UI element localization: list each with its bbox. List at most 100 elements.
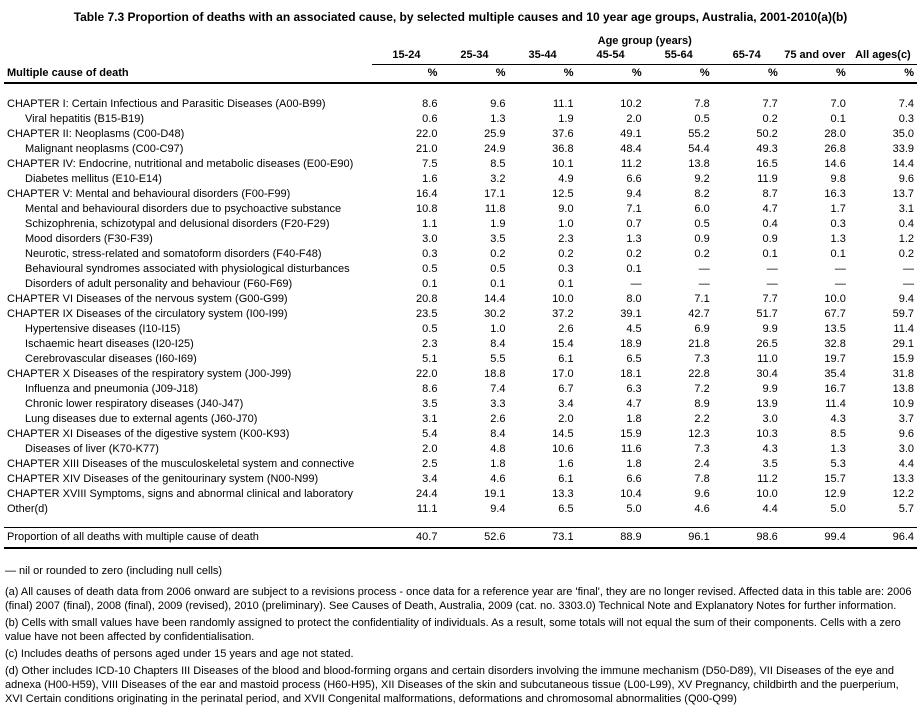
value-cell: — [766, 278, 778, 290]
value-cell: 7.8 [694, 473, 710, 485]
value-cell: 10.4 [620, 488, 642, 500]
value-cell: 0.2 [898, 248, 914, 260]
value-cell: 35.4 [824, 368, 846, 380]
value-cell: 16.7 [824, 383, 846, 395]
value-cell: 29.1 [892, 338, 914, 350]
mortality-table: Age group (years) 15-24 25-34 35-44 45-54 55… [4, 35, 917, 549]
unit-cell: % [848, 64, 917, 84]
value-cell: 9.6 [694, 488, 710, 500]
value-cell: 7.2 [694, 383, 710, 395]
value-cell: 4.3 [762, 443, 778, 455]
total-value-cell: 96.4 [848, 527, 917, 549]
value-cell: 42.7 [688, 308, 710, 320]
value-cell: — [766, 263, 778, 275]
value-cell: 5.0 [626, 503, 642, 515]
value-cell: 2.3 [422, 338, 438, 350]
cause-label: CHAPTER IV: Endocrine, nutritional and m… [7, 158, 354, 170]
cause-label: Mental and behavioural disorders due to … [25, 203, 342, 215]
value-cell: 0.5 [422, 263, 438, 275]
column-header: 25-34 [440, 49, 509, 65]
value-cell: 14.4 [484, 293, 506, 305]
cause-label: CHAPTER XVIII Symptoms, signs and abnorm… [7, 488, 354, 500]
cause-row: Hypertensive diseases (I10-I15) 0.5 1.0 2.6… [4, 322, 917, 337]
value-cell: 13.8 [892, 383, 914, 395]
value-cell: 8.6 [422, 98, 438, 110]
value-cell: 13.3 [892, 473, 914, 485]
value-cell: 0.1 [830, 113, 846, 125]
age-group-header: Age group (years) [597, 35, 692, 47]
value-cell: 13.9 [756, 398, 778, 410]
value-cell: 7.1 [694, 293, 710, 305]
value-cell: 15.7 [824, 473, 846, 485]
total-label: Proportion of all deaths with multiple c… [4, 527, 373, 549]
spacer-row [4, 517, 917, 528]
value-cell: 0.1 [762, 248, 778, 260]
value-cell: 24.4 [416, 488, 438, 500]
cause-label: Mood disorders (F30-F39) [25, 233, 153, 245]
value-cell: 8.7 [762, 188, 778, 200]
value-cell: 54.4 [688, 143, 710, 155]
value-cell: 16.3 [824, 188, 846, 200]
column-header: 45-54 [576, 49, 645, 65]
value-cell: 3.5 [422, 398, 438, 410]
unit-cell: % [508, 64, 577, 84]
cause-row: CHAPTER XIV Diseases of the genitourinar… [4, 472, 917, 487]
column-header: 15-24 [372, 49, 441, 65]
value-cell: 0.1 [830, 248, 846, 260]
value-cell: 7.1 [626, 203, 642, 215]
value-cell: 10.9 [892, 398, 914, 410]
cause-row: Influenza and pneumonia (J09-J18) 8.6 7.4 6… [4, 382, 917, 397]
total-value-cell: 96.1 [644, 527, 713, 549]
value-cell: 9.4 [898, 293, 914, 305]
value-cell: 0.9 [762, 233, 778, 245]
value-cell: 1.7 [830, 203, 846, 215]
footnote: — nil or rounded to zero (including null… [5, 565, 223, 577]
value-cell: 11.0 [757, 353, 778, 365]
value-cell: 0.2 [626, 248, 642, 260]
total-value-cell: 73.1 [508, 527, 577, 549]
value-cell: 14.4 [892, 158, 914, 170]
value-cell: 4.4 [762, 503, 778, 515]
table-title: Table 7.3 Proportion of deaths with an a… [73, 10, 848, 24]
cause-label: CHAPTER IX Diseases of the circulatory s… [7, 308, 288, 320]
cause-label: Influenza and pneumonia (J09-J18) [25, 383, 199, 395]
value-cell: 9.6 [898, 428, 914, 440]
value-cell: — [903, 263, 914, 275]
value-cell: 0.5 [694, 113, 710, 125]
value-cell: 10.3 [756, 428, 778, 440]
value-cell: 6.3 [626, 383, 642, 395]
value-cell: 18.1 [620, 368, 642, 380]
value-cell: 37.2 [552, 308, 574, 320]
value-cell: 10.1 [552, 158, 574, 170]
value-cell: 4.3 [830, 413, 846, 425]
value-cell: 1.6 [558, 458, 574, 470]
value-cell: 10.0 [756, 488, 778, 500]
value-cell: 3.0 [898, 443, 914, 455]
value-cell: 0.3 [422, 248, 438, 260]
value-cell: 9.6 [898, 173, 914, 185]
value-cell: 0.5 [490, 263, 506, 275]
value-cell: 10.0 [824, 293, 846, 305]
footnotes: — nil or rounded to zero (including null… [4, 564, 917, 706]
value-cell: 1.0 [490, 323, 506, 335]
value-cell: 67.7 [824, 308, 846, 320]
value-cell: 32.8 [824, 338, 846, 350]
value-cell: 4.4 [898, 458, 914, 470]
value-cell: 1.1 [422, 218, 438, 230]
unit-cell: % [712, 64, 781, 84]
value-cell: 16.4 [416, 188, 438, 200]
value-cell: — [698, 278, 710, 290]
cause-label: Hypertensive diseases (I10-I15) [25, 323, 181, 335]
total-value-cell: 88.9 [576, 527, 645, 549]
value-cell: 8.0 [626, 293, 642, 305]
value-cell: 12.9 [824, 488, 846, 500]
value-cell: 6.1 [558, 473, 574, 485]
value-cell: 1.8 [626, 413, 642, 425]
cause-row: CHAPTER V: Mental and behavioural disord… [4, 187, 917, 202]
value-cell: 13.7 [892, 188, 914, 200]
value-cell: — [630, 278, 642, 290]
cause-row: Neurotic, stress-related and somatoform … [4, 247, 917, 262]
value-cell: 1.3 [626, 233, 642, 245]
value-cell: 4.5 [626, 323, 642, 335]
